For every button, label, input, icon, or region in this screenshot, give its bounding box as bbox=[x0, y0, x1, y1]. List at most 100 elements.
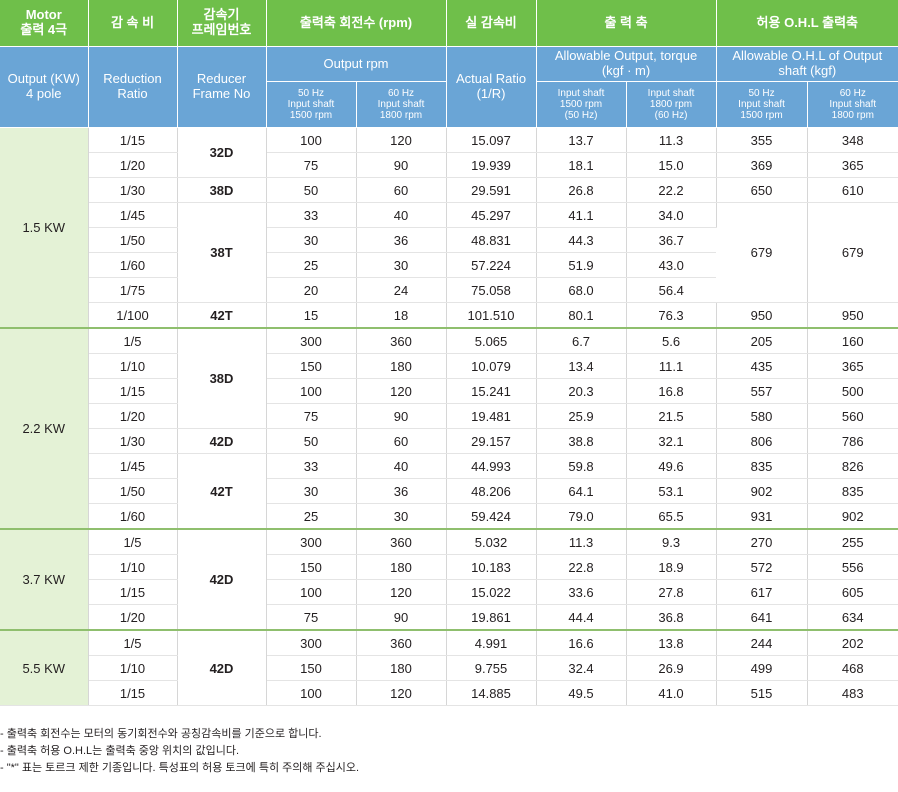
output-torque-50hz-cell: 44.3 bbox=[536, 227, 627, 253]
output-torque-50hz-cell: 18.1 bbox=[536, 152, 627, 178]
output-rpm-50hz-cell: 300 bbox=[266, 528, 357, 555]
output-torque-60hz-cell: 18.9 bbox=[626, 554, 717, 580]
output-torque-50hz-cell: 41.1 bbox=[536, 202, 627, 228]
header-row-sub: 50 Hz Input shaft 1500 rpm 60 Hz Input shaf… bbox=[0, 81, 898, 128]
output-rpm-60hz-cell: 40 bbox=[356, 453, 447, 479]
ohl-50hz-cell: 902 bbox=[716, 478, 808, 504]
reduction-ratio-cell: 1/5 bbox=[88, 327, 178, 354]
output-rpm-50hz-cell: 300 bbox=[266, 629, 357, 656]
table-body: 1.5 KW 1/15 32D 100 120 15.097 13.7 11.3 355 348 1… bbox=[0, 127, 898, 706]
table-row: 1/60 25 30 57.224 51.9 43.0 bbox=[0, 252, 898, 278]
output-rpm-60hz-cell: 180 bbox=[356, 554, 447, 580]
reduction-ratio-cell: 1/20 bbox=[88, 152, 178, 178]
output-torque-60hz-cell: 65.5 bbox=[626, 503, 717, 530]
reduction-ratio-cell: 1/30 bbox=[88, 428, 178, 454]
actual-ratio-cell: 75.058 bbox=[446, 277, 537, 303]
output-torque-60hz-cell: 53.1 bbox=[626, 478, 717, 504]
ohl-60hz-cell: 348 bbox=[807, 127, 898, 153]
ohl-60hz-cell: 786 bbox=[807, 428, 898, 454]
output-torque-60hz-cell: 32.1 bbox=[626, 428, 717, 454]
table-row: 1/50 30 36 48.831 44.3 36.7 bbox=[0, 227, 898, 253]
output-torque-60hz-cell: 11.3 bbox=[626, 127, 717, 153]
actual-ratio-cell: 15.097 bbox=[446, 127, 537, 153]
output-torque-60hz-cell: 16.8 bbox=[626, 378, 717, 404]
header-row-korean: Motor 출력 4극 감 속 비 감속기 프레임번호 출력축 회전수 (rpm) … bbox=[0, 0, 898, 47]
output-rpm-50hz-cell: 75 bbox=[266, 604, 357, 631]
actual-ratio-cell: 57.224 bbox=[446, 252, 537, 278]
reducer-frame-cell: 42T bbox=[177, 453, 267, 530]
table-row: 1/15 100 120 15.022 33.6 27.8 617 605 bbox=[0, 579, 898, 605]
actual-ratio-cell: 9.755 bbox=[446, 655, 537, 681]
actual-ratio-cell: 4.991 bbox=[446, 629, 537, 656]
table-row: 1/45 42T 33 40 44.993 59.8 49.6 835 826 bbox=[0, 453, 898, 530]
table-row: 1.5 KW 1/15 32D 100 120 15.097 13.7 11.3 355 348 bbox=[0, 127, 898, 329]
ohl-50hz-cell: 205 bbox=[716, 327, 808, 354]
reduction-ratio-cell: 1/20 bbox=[88, 604, 178, 631]
output-torque-50hz-cell: 44.4 bbox=[536, 604, 627, 631]
header-rpm-60hz: 60 Hz Input shaft 1800 rpm bbox=[356, 81, 447, 128]
table-row: 1/10 150 180 10.079 13.4 11.1 435 365 bbox=[0, 353, 898, 379]
reduction-ratio-cell: 1/75 bbox=[88, 277, 178, 303]
ohl-60hz-cell: 634 bbox=[807, 604, 898, 631]
output-torque-60hz-cell: 22.2 bbox=[626, 177, 717, 203]
header-ratio-kr: 감 속 비 bbox=[88, 0, 178, 47]
ohl-60hz-cell: 605 bbox=[807, 579, 898, 605]
reduction-ratio-cell: 1/100 bbox=[88, 302, 178, 329]
ohl-50hz-cell: 806 bbox=[716, 428, 808, 454]
header-ohl-kr: 허용 O.H.L 출력축 bbox=[716, 0, 898, 47]
output-rpm-50hz-cell: 25 bbox=[266, 503, 357, 530]
output-rpm-50hz-cell: 75 bbox=[266, 152, 357, 178]
output-torque-60hz-cell: 13.8 bbox=[626, 629, 717, 656]
table-row: 1/75 20 24 75.058 68.0 56.4 bbox=[0, 277, 898, 303]
ohl-60hz-cell: 160 bbox=[807, 327, 898, 354]
output-rpm-50hz-cell: 33 bbox=[266, 202, 357, 228]
header-ohl-60hz: 60 Hz Input shaft 1800 rpm bbox=[807, 81, 898, 128]
table-row: 1/15 100 120 15.241 20.3 16.8 557 500 bbox=[0, 378, 898, 404]
output-torque-60hz-cell: 21.5 bbox=[626, 403, 717, 429]
actual-ratio-cell: 5.032 bbox=[446, 528, 537, 555]
output-torque-60hz-cell: 36.7 bbox=[626, 227, 717, 253]
table-row: 1/10 150 180 10.183 22.8 18.9 572 556 bbox=[0, 554, 898, 580]
header-motor-kr: Motor 출력 4극 bbox=[0, 0, 89, 47]
ohl-50hz-cell: 355 bbox=[716, 127, 808, 153]
output-rpm-50hz-cell: 150 bbox=[266, 554, 357, 580]
ohl-60hz-cell: 835 bbox=[807, 478, 898, 504]
actual-ratio-cell: 48.831 bbox=[446, 227, 537, 253]
ohl-50hz-cell: 499 bbox=[716, 655, 808, 681]
table-row: 1/45 38T 33 40 45.297 41.1 34.0 679 679 bbox=[0, 202, 898, 303]
actual-ratio-cell: 59.424 bbox=[446, 503, 537, 530]
ohl-50hz-cell: 580 bbox=[716, 403, 808, 429]
header-frame-en: Reducer Frame No bbox=[177, 46, 267, 128]
actual-ratio-cell: 19.861 bbox=[446, 604, 537, 631]
output-rpm-60hz-cell: 30 bbox=[356, 252, 447, 278]
reduction-ratio-cell: 1/10 bbox=[88, 554, 178, 580]
output-torque-60hz-cell: 26.9 bbox=[626, 655, 717, 681]
table-row: 5.5 KW 1/5 42D 300 360 4.991 16.6 13.8 244 202 bbox=[0, 629, 898, 706]
ohl-60hz-cell: 556 bbox=[807, 554, 898, 580]
output-rpm-50hz-cell: 33 bbox=[266, 453, 357, 479]
reducer-frame-cell: 42D bbox=[177, 428, 267, 454]
ohl-50hz-cell: 515 bbox=[716, 680, 808, 706]
reduction-ratio-cell: 1/45 bbox=[88, 453, 178, 479]
reduction-ratio-cell: 1/30 bbox=[88, 177, 178, 203]
header-rpm-en: Output rpm bbox=[266, 46, 447, 83]
output-torque-50hz-cell: 64.1 bbox=[536, 478, 627, 504]
table-row: 1/30 38D 50 60 29.591 26.8 22.2 650 610 bbox=[0, 177, 898, 203]
footnote-item: - 출력축 회전수는 모터의 동기회전수와 공칭감속비를 기준으로 합니다. bbox=[0, 728, 322, 740]
header-ohl-50hz: 50 Hz Input shaft 1500 rpm bbox=[716, 81, 808, 128]
output-rpm-60hz-cell: 18 bbox=[356, 302, 447, 329]
actual-ratio-cell: 15.022 bbox=[446, 579, 537, 605]
reduction-ratio-cell: 1/20 bbox=[88, 403, 178, 429]
output-rpm-50hz-cell: 30 bbox=[266, 478, 357, 504]
output-rpm-60hz-cell: 60 bbox=[356, 177, 447, 203]
table-row: 2.2 KW 1/5 38D 300 360 5.065 6.7 5.6 205 160 bbox=[0, 327, 898, 530]
output-rpm-50hz-cell: 150 bbox=[266, 353, 357, 379]
output-torque-50hz-cell: 51.9 bbox=[536, 252, 627, 278]
reduction-ratio-cell: 1/60 bbox=[88, 503, 178, 530]
output-rpm-50hz-cell: 100 bbox=[266, 579, 357, 605]
header-frame-kr: 감속기 프레임번호 bbox=[177, 0, 267, 47]
output-torque-50hz-cell: 13.4 bbox=[536, 353, 627, 379]
reduction-ratio-cell: 1/50 bbox=[88, 478, 178, 504]
table-row: 1/20 75 90 19.481 25.9 21.5 580 560 bbox=[0, 403, 898, 429]
ohl-60hz-cell: 202 bbox=[807, 629, 898, 656]
